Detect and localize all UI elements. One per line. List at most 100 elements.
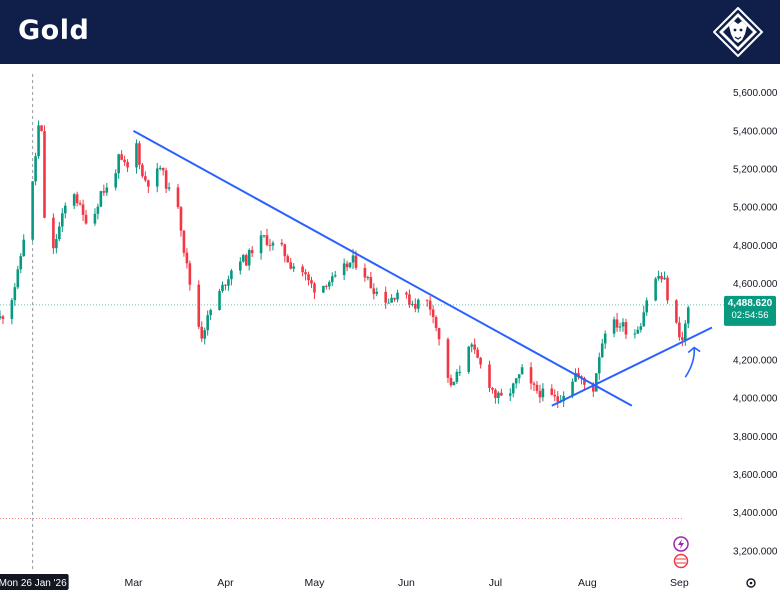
candle-up xyxy=(508,393,512,396)
candle-up xyxy=(221,284,224,292)
candle-up xyxy=(366,277,370,279)
candle-up xyxy=(227,279,230,286)
candle-down xyxy=(200,326,204,339)
candle-down xyxy=(414,303,417,309)
candle-down xyxy=(161,167,165,171)
candle-up xyxy=(603,333,607,344)
candle-up xyxy=(467,346,471,372)
candle-down xyxy=(500,392,503,396)
candle-down xyxy=(473,344,476,350)
candle-up xyxy=(633,333,637,335)
time-tick-label: Apr xyxy=(217,577,234,589)
candle-down xyxy=(583,378,586,385)
candles-layer xyxy=(0,120,690,409)
candle-up xyxy=(230,270,233,280)
candle-up xyxy=(16,269,20,288)
candle-up xyxy=(562,395,565,402)
price-tick-label: 3,600.000 xyxy=(733,470,778,481)
header-bar: Gold xyxy=(0,0,780,64)
last-price-badge: 4,488.620 02:54:56 xyxy=(724,295,776,326)
candle-down xyxy=(384,291,387,303)
candle-up xyxy=(259,235,263,254)
candle-up xyxy=(34,156,37,182)
economic-events-icon[interactable] xyxy=(673,553,689,569)
candle-down xyxy=(289,262,293,269)
svg-text:02:54:56: 02:54:56 xyxy=(732,310,769,321)
candle-down xyxy=(52,217,55,249)
candle-down xyxy=(138,143,141,165)
candle-up xyxy=(63,205,67,214)
candle-up xyxy=(541,388,545,398)
candle-up xyxy=(55,239,58,249)
candle-up xyxy=(497,392,500,398)
candle-down xyxy=(176,187,180,208)
candle-down xyxy=(372,288,376,294)
candle-down xyxy=(425,299,429,301)
candle-down xyxy=(123,159,126,163)
candle-down xyxy=(197,284,201,327)
candle-down xyxy=(494,389,497,398)
candle-down xyxy=(434,317,438,328)
candle-up xyxy=(663,277,666,280)
candle-down xyxy=(437,327,441,340)
candle-up xyxy=(514,378,518,384)
candle-down xyxy=(431,309,435,318)
candle-up xyxy=(390,297,393,303)
candle-down xyxy=(1,316,5,319)
time-tick-label: Mar xyxy=(124,577,143,589)
candle-up xyxy=(158,167,162,169)
candle-down xyxy=(529,367,533,384)
price-tick-label: 3,800.000 xyxy=(733,432,778,443)
candle-up xyxy=(61,213,64,227)
candle-down xyxy=(78,203,82,205)
candle-up xyxy=(22,239,26,257)
candle-down xyxy=(325,285,328,287)
candle-up xyxy=(520,367,524,375)
candle-down xyxy=(666,277,669,301)
chart-settings-gear-icon[interactable] xyxy=(746,578,756,588)
candle-down xyxy=(126,162,129,168)
candle-down xyxy=(681,337,684,340)
candle-down xyxy=(141,164,144,177)
candle-down xyxy=(43,131,46,218)
price-tick-label: 5,200.000 xyxy=(733,165,778,176)
candle-up xyxy=(470,344,473,347)
candle-up xyxy=(411,303,414,305)
candle-up xyxy=(37,125,40,157)
candle-down xyxy=(185,252,189,264)
price-tick-label: 3,200.000 xyxy=(733,546,778,557)
candle-down xyxy=(550,388,554,395)
candle-up xyxy=(639,326,643,330)
price-chart[interactable]: 5,600.000 5,400.000 5,200.000 5,000.000 4,80… xyxy=(0,64,780,596)
time-axis[interactable]: Mar Apr May Jun Jul Aug Sep xyxy=(124,577,688,589)
candle-down xyxy=(449,377,453,386)
candle-up xyxy=(105,187,109,193)
candle-down xyxy=(283,244,287,257)
resistance-trendline xyxy=(133,129,633,407)
alerts-icon[interactable] xyxy=(673,536,689,552)
candle-down xyxy=(556,396,560,402)
candle-down xyxy=(624,322,628,335)
candle-down xyxy=(268,245,272,247)
candle-up xyxy=(99,191,103,207)
candle-up xyxy=(452,381,456,386)
candle-up xyxy=(574,373,577,382)
price-tick-label: 4,200.000 xyxy=(733,355,778,366)
candle-up xyxy=(645,300,649,313)
candle-up xyxy=(93,213,97,224)
candle-down xyxy=(592,384,595,392)
annotation-arrow-head xyxy=(687,346,701,354)
candle-up xyxy=(203,330,206,339)
price-tick-label: 4,000.000 xyxy=(733,394,778,405)
candle-down xyxy=(75,194,79,204)
trendlines-layer[interactable] xyxy=(133,129,713,407)
candle-up xyxy=(654,278,657,301)
candle-up xyxy=(322,285,325,293)
candle-up xyxy=(239,261,242,271)
candle-down xyxy=(476,349,479,358)
candle-up xyxy=(375,291,379,294)
price-tick-label: 5,600.000 xyxy=(733,88,778,99)
price-axis[interactable]: 5,600.000 5,400.000 5,200.000 5,000.000 4,80… xyxy=(733,88,778,557)
candle-up xyxy=(328,282,331,287)
candle-down xyxy=(182,230,186,253)
